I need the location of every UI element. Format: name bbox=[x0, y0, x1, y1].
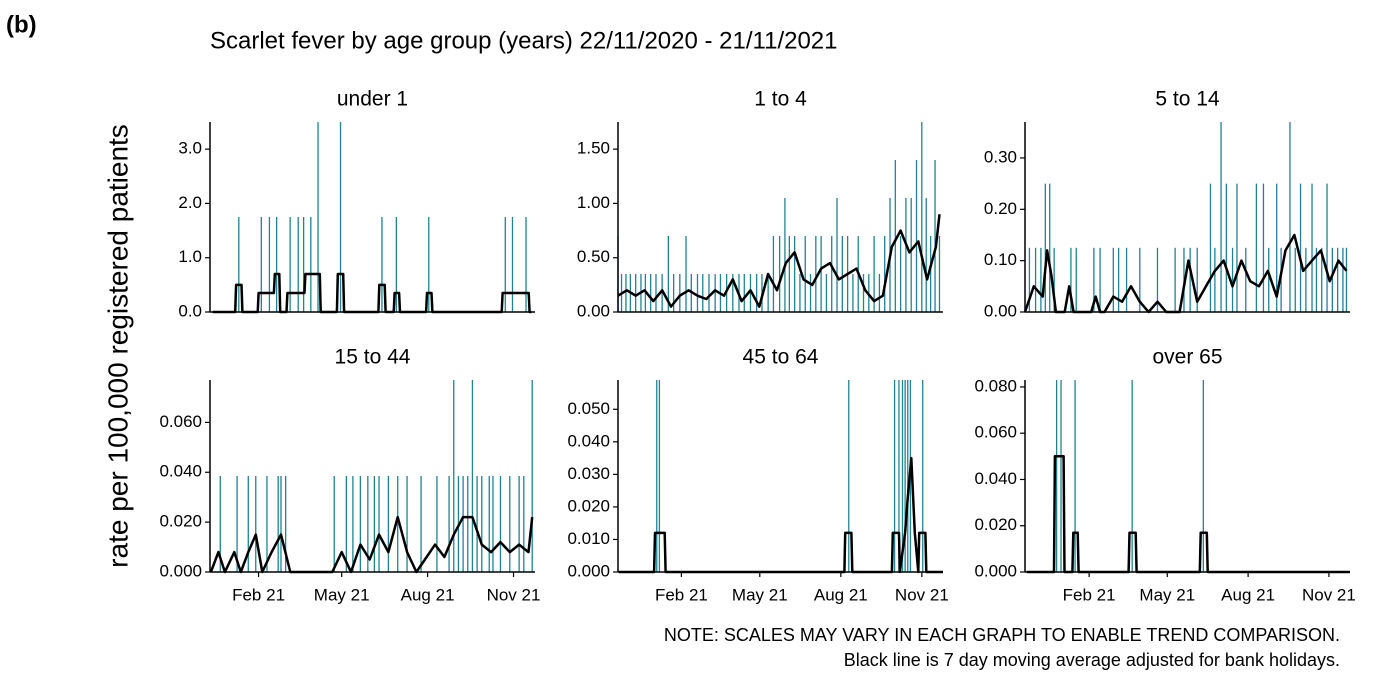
x-tick-label: May 21 bbox=[314, 585, 370, 604]
y-tick-label: 0.10 bbox=[984, 250, 1017, 269]
y-tick-label: 0.020 bbox=[159, 512, 202, 531]
y-tick-label: 0.20 bbox=[984, 199, 1017, 218]
x-tick-label: Nov 21 bbox=[895, 585, 949, 604]
y-tick-label: 0.060 bbox=[974, 423, 1017, 442]
strip-title: 1 to 4 bbox=[754, 88, 807, 111]
moving-average-line bbox=[1023, 233, 1348, 314]
y-tick-label: 0.050 bbox=[567, 399, 610, 418]
note: Black line is 7 day moving average adjus… bbox=[844, 650, 1340, 670]
chart-title: Scarlet fever by age group (years) 22/11… bbox=[210, 27, 838, 54]
y-tick-label: 0.00 bbox=[984, 301, 1017, 320]
x-tick-label: Nov 21 bbox=[1302, 585, 1356, 604]
x-tick-label: Nov 21 bbox=[487, 585, 541, 604]
y-tick-label: 0.50 bbox=[577, 247, 610, 266]
y-axis-label: rate per 100,000 registered patients bbox=[102, 124, 133, 568]
y-tick-label: 0.000 bbox=[974, 561, 1017, 580]
y-tick-label: 0.000 bbox=[567, 561, 610, 580]
y-tick-label: 1.00 bbox=[577, 193, 610, 212]
moving-average-line bbox=[618, 456, 943, 574]
x-tick-label: Feb 21 bbox=[1063, 585, 1116, 604]
y-tick-label: 0.030 bbox=[567, 464, 610, 483]
moving-average-line bbox=[617, 214, 941, 308]
y-tick-label: 0.010 bbox=[567, 529, 610, 548]
y-tick-label: 0.080 bbox=[974, 376, 1017, 395]
strip-title: 45 to 64 bbox=[743, 346, 819, 369]
x-tick-label: Feb 21 bbox=[655, 585, 708, 604]
x-tick-label: May 21 bbox=[732, 585, 788, 604]
y-tick-label: 0.00 bbox=[577, 301, 610, 320]
y-tick-label: 1.0 bbox=[178, 247, 202, 266]
strip-title: over 65 bbox=[1152, 346, 1222, 369]
strip-title: 15 to 44 bbox=[335, 346, 411, 369]
y-tick-label: 0.040 bbox=[974, 469, 1017, 488]
moving-average-line bbox=[212, 272, 532, 314]
y-tick-label: 3.0 bbox=[178, 139, 202, 158]
y-tick-label: 0.020 bbox=[974, 515, 1017, 534]
x-tick-label: Aug 21 bbox=[401, 585, 455, 604]
y-tick-label: 0.30 bbox=[984, 147, 1017, 166]
strip-title: under 1 bbox=[337, 88, 408, 111]
panel-label: (b) bbox=[6, 11, 37, 38]
x-tick-label: Aug 21 bbox=[814, 585, 868, 604]
moving-average-line bbox=[209, 515, 534, 574]
y-tick-label: 0.000 bbox=[159, 561, 202, 580]
y-tick-label: 0.060 bbox=[159, 412, 202, 431]
strip-title: 5 to 14 bbox=[1155, 88, 1220, 111]
y-tick-label: 1.50 bbox=[577, 139, 610, 158]
x-tick-label: Aug 21 bbox=[1221, 585, 1275, 604]
y-tick-label: 0.040 bbox=[159, 462, 202, 481]
y-tick-label: 0.040 bbox=[567, 431, 610, 450]
y-tick-label: 0.0 bbox=[178, 301, 202, 320]
x-tick-label: Feb 21 bbox=[232, 585, 285, 604]
note: NOTE: SCALES MAY VARY IN EACH GRAPH TO E… bbox=[664, 625, 1340, 645]
x-tick-label: May 21 bbox=[1139, 585, 1195, 604]
y-tick-label: 0.020 bbox=[567, 496, 610, 515]
y-tick-label: 2.0 bbox=[178, 193, 202, 212]
